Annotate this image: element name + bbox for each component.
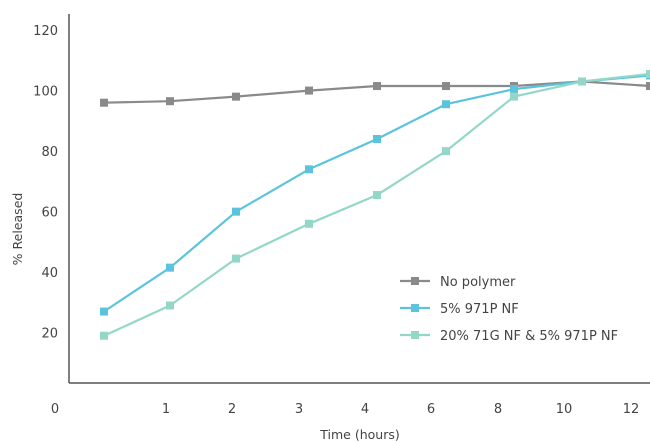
series-layer	[100, 69, 650, 340]
legend: No polymer 5% 971P NF 20% 71G NF & 5% 971P…	[400, 275, 618, 344]
axes	[68, 14, 650, 384]
data-point	[305, 165, 313, 174]
y-tick-label: 60	[41, 206, 58, 221]
data-point	[373, 82, 381, 91]
data-point	[442, 82, 450, 91]
x-tick-label: 10	[556, 402, 573, 417]
x-tick-label: 4	[361, 402, 369, 417]
x-tick-label: 0	[51, 402, 59, 417]
series-line	[103, 72, 650, 337]
x-tick-label: 1	[162, 402, 170, 417]
legend-item: No polymer	[400, 275, 516, 290]
x-axis-label: Time (hours)	[319, 427, 399, 442]
data-point	[442, 100, 450, 109]
data-point	[646, 82, 650, 91]
data-point	[646, 69, 650, 78]
y-tick-label: 40	[41, 266, 58, 281]
x-tick-label: 12	[623, 402, 640, 417]
data-point	[100, 98, 108, 107]
data-point	[305, 219, 313, 228]
data-point	[578, 77, 586, 86]
x-tick-label: 3	[295, 402, 303, 417]
y-tick-label: 100	[33, 85, 58, 100]
y-tick-label: 120	[33, 24, 58, 39]
data-point	[232, 207, 240, 216]
data-point	[232, 254, 240, 263]
legend-item: 20% 71G NF & 5% 971P NF	[400, 329, 618, 344]
data-point	[166, 301, 174, 310]
y-tick-label: 20	[41, 327, 58, 342]
data-point	[373, 191, 381, 200]
data-point	[305, 86, 313, 95]
legend-label: 5% 971P NF	[440, 302, 519, 317]
x-tick-label: 8	[494, 402, 502, 417]
data-point	[373, 135, 381, 144]
data-point	[232, 92, 240, 101]
series-1	[100, 77, 650, 107]
series-3	[100, 69, 650, 340]
data-point	[166, 263, 174, 272]
y-tick-label: 80	[41, 145, 58, 160]
data-point	[510, 85, 518, 94]
x-tick-labels: 0 1 2 3 4 6 8 10 12	[51, 402, 639, 417]
legend-swatch-marker	[411, 331, 419, 339]
x-tick-label: 6	[427, 402, 435, 417]
y-tick-labels: 20 40 60 80 100 120	[33, 24, 58, 342]
legend-item: 5% 971P NF	[400, 302, 519, 317]
data-point	[100, 331, 108, 340]
data-point	[442, 147, 450, 156]
legend-swatch-marker	[411, 304, 419, 312]
legend-label: No polymer	[440, 275, 516, 290]
data-point	[166, 97, 174, 106]
series-2	[100, 71, 650, 316]
data-point	[510, 92, 518, 101]
x-tick-label: 2	[228, 402, 236, 417]
legend-swatch-marker	[411, 277, 419, 285]
y-axis-label: % Released	[10, 193, 25, 266]
legend-label: 20% 71G NF & 5% 971P NF	[440, 329, 618, 344]
data-point	[100, 307, 108, 316]
